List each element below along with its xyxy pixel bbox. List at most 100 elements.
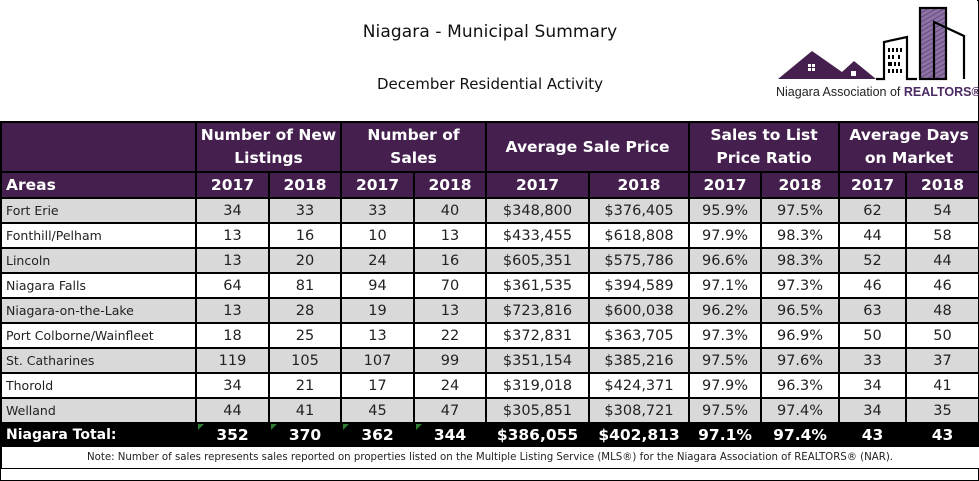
page-title: Niagara - Municipal Summary: [362, 22, 618, 42]
data-cell: 54: [905, 197, 979, 224]
data-cell: $618,808: [588, 222, 691, 249]
data-cell: 13: [195, 297, 270, 324]
data-cell: $385,216: [588, 347, 691, 374]
group-header-blank: [0, 121, 197, 173]
column-header-year: 2018: [588, 171, 691, 199]
error-indicator-icon: [343, 425, 350, 430]
total-cell: 97.4%: [760, 422, 841, 447]
data-cell: $351,154: [485, 347, 591, 374]
data-cell: 63: [838, 297, 908, 324]
table-row: Welland 44 41 45 47 $305,851 $308,721 97.5% 97.4…: [0, 397, 979, 424]
area-name-cell: Niagara Falls: [0, 272, 197, 299]
data-cell: 97.6%: [760, 347, 841, 374]
association-logo: Niagara Association of REALTORS®: [772, 6, 979, 106]
total-cell: 370: [267, 422, 343, 447]
column-header-areas: Areas: [0, 171, 197, 199]
table-row: Fonthill/Pelham 13 16 10 13 $433,455 $618,808 9…: [0, 222, 979, 249]
data-cell: 33: [838, 347, 908, 374]
data-cell: 96.6%: [688, 247, 763, 274]
data-cell: 98.3%: [760, 222, 841, 249]
data-cell: 48: [905, 297, 979, 324]
area-name-cell: Lincoln: [0, 247, 197, 274]
data-cell: $723,816: [485, 297, 591, 324]
data-cell: 37: [905, 347, 979, 374]
data-cell: 33: [340, 197, 416, 224]
data-cell: 41: [267, 397, 343, 424]
total-value: 344: [433, 425, 467, 444]
data-cell: 13: [413, 297, 488, 324]
column-header-year: 2017: [688, 171, 763, 199]
data-cell: $605,351: [485, 247, 591, 274]
data-cell: 25: [267, 322, 343, 349]
report-header: Niagara - Municipal Summary December Res…: [0, 0, 979, 121]
data-cell: 97.3%: [688, 322, 763, 349]
table-row: Fort Erie 34 33 33 40 $348,800 $376,405 95.9% 97…: [0, 197, 979, 224]
data-cell: 97.9%: [688, 222, 763, 249]
column-header-year: 2018: [413, 171, 488, 199]
data-cell: 50: [838, 322, 908, 349]
data-cell: 95.9%: [688, 197, 763, 224]
data-cell: 105: [267, 347, 343, 374]
total-row: Niagara Total: 352 370 362 344 $386,055 …: [0, 422, 979, 447]
data-cell: 81: [267, 272, 343, 299]
data-cell: 13: [340, 322, 416, 349]
data-cell: 16: [267, 222, 343, 249]
data-cell: $305,851: [485, 397, 591, 424]
data-cell: 94: [340, 272, 416, 299]
data-cell: 97.5%: [760, 197, 841, 224]
data-cell: 13: [195, 222, 270, 249]
data-cell: 34: [195, 372, 270, 399]
data-cell: 24: [413, 372, 488, 399]
total-cell: 344: [413, 422, 488, 447]
group-header-sales-list-ratio: Sales to List Price Ratio: [688, 121, 841, 173]
area-name-cell: St. Catharines: [0, 347, 197, 374]
group-header-sales: Number of Sales: [340, 121, 488, 173]
logo-text-brand: REALTORS®: [903, 85, 979, 99]
total-cell: $402,813: [588, 422, 691, 447]
data-cell: 45: [340, 397, 416, 424]
data-cell: 97.5%: [688, 397, 763, 424]
table-row: St. Catharines 119 105 107 99 $351,154 $385,21…: [0, 347, 979, 374]
total-value: 370: [288, 425, 322, 444]
area-name-cell: Thorold: [0, 372, 197, 399]
group-header-avg-days-on-market: Average Days on Market: [838, 121, 979, 173]
house-skyline-logo-icon: [778, 6, 966, 81]
group-header-row: Number of New Listings Number of Sales A…: [0, 121, 979, 173]
data-cell: 24: [340, 247, 416, 274]
data-cell: 62: [838, 197, 908, 224]
data-cell: 98.3%: [760, 247, 841, 274]
data-cell: $363,705: [588, 322, 691, 349]
area-name-cell: Welland: [0, 397, 197, 424]
data-cell: 28: [267, 297, 343, 324]
data-cell: 96.9%: [760, 322, 841, 349]
data-cell: 44: [195, 397, 270, 424]
data-cell: $319,018: [485, 372, 591, 399]
total-cell: 362: [340, 422, 416, 447]
data-cell: 46: [905, 272, 979, 299]
data-cell: $376,405: [588, 197, 691, 224]
column-header-year: 2017: [838, 171, 908, 199]
logo-text: Niagara Association of REALTORS®: [776, 85, 979, 99]
data-cell: $575,786: [588, 247, 691, 274]
table-row: Port Colborne/Wainfleet 18 25 13 22 $372,831 $…: [0, 322, 979, 349]
data-cell: 96.5%: [760, 297, 841, 324]
data-cell: 97.5%: [688, 347, 763, 374]
data-cell: 44: [838, 222, 908, 249]
data-cell: 17: [340, 372, 416, 399]
data-cell: $348,800: [485, 197, 591, 224]
total-label: Niagara Total:: [0, 422, 197, 447]
group-header-avg-sale-price: Average Sale Price: [485, 121, 691, 173]
column-header-year: 2018: [905, 171, 979, 199]
data-cell: 13: [195, 247, 270, 274]
data-cell: $372,831: [485, 322, 591, 349]
data-cell: 96.3%: [760, 372, 841, 399]
data-cell: $424,371: [588, 372, 691, 399]
data-cell: 52: [838, 247, 908, 274]
total-value: 352: [216, 425, 249, 444]
table-row: Thorold 34 21 17 24 $319,018 $424,371 97.9% 96.3…: [0, 372, 979, 399]
data-cell: 33: [267, 197, 343, 224]
data-cell: 119: [195, 347, 270, 374]
area-name-cell: Niagara-on-the-Lake: [0, 297, 197, 324]
year-header-row: Areas 2017 2018 2017 2018 2017 2018 2017…: [0, 171, 979, 199]
data-cell: 64: [195, 272, 270, 299]
